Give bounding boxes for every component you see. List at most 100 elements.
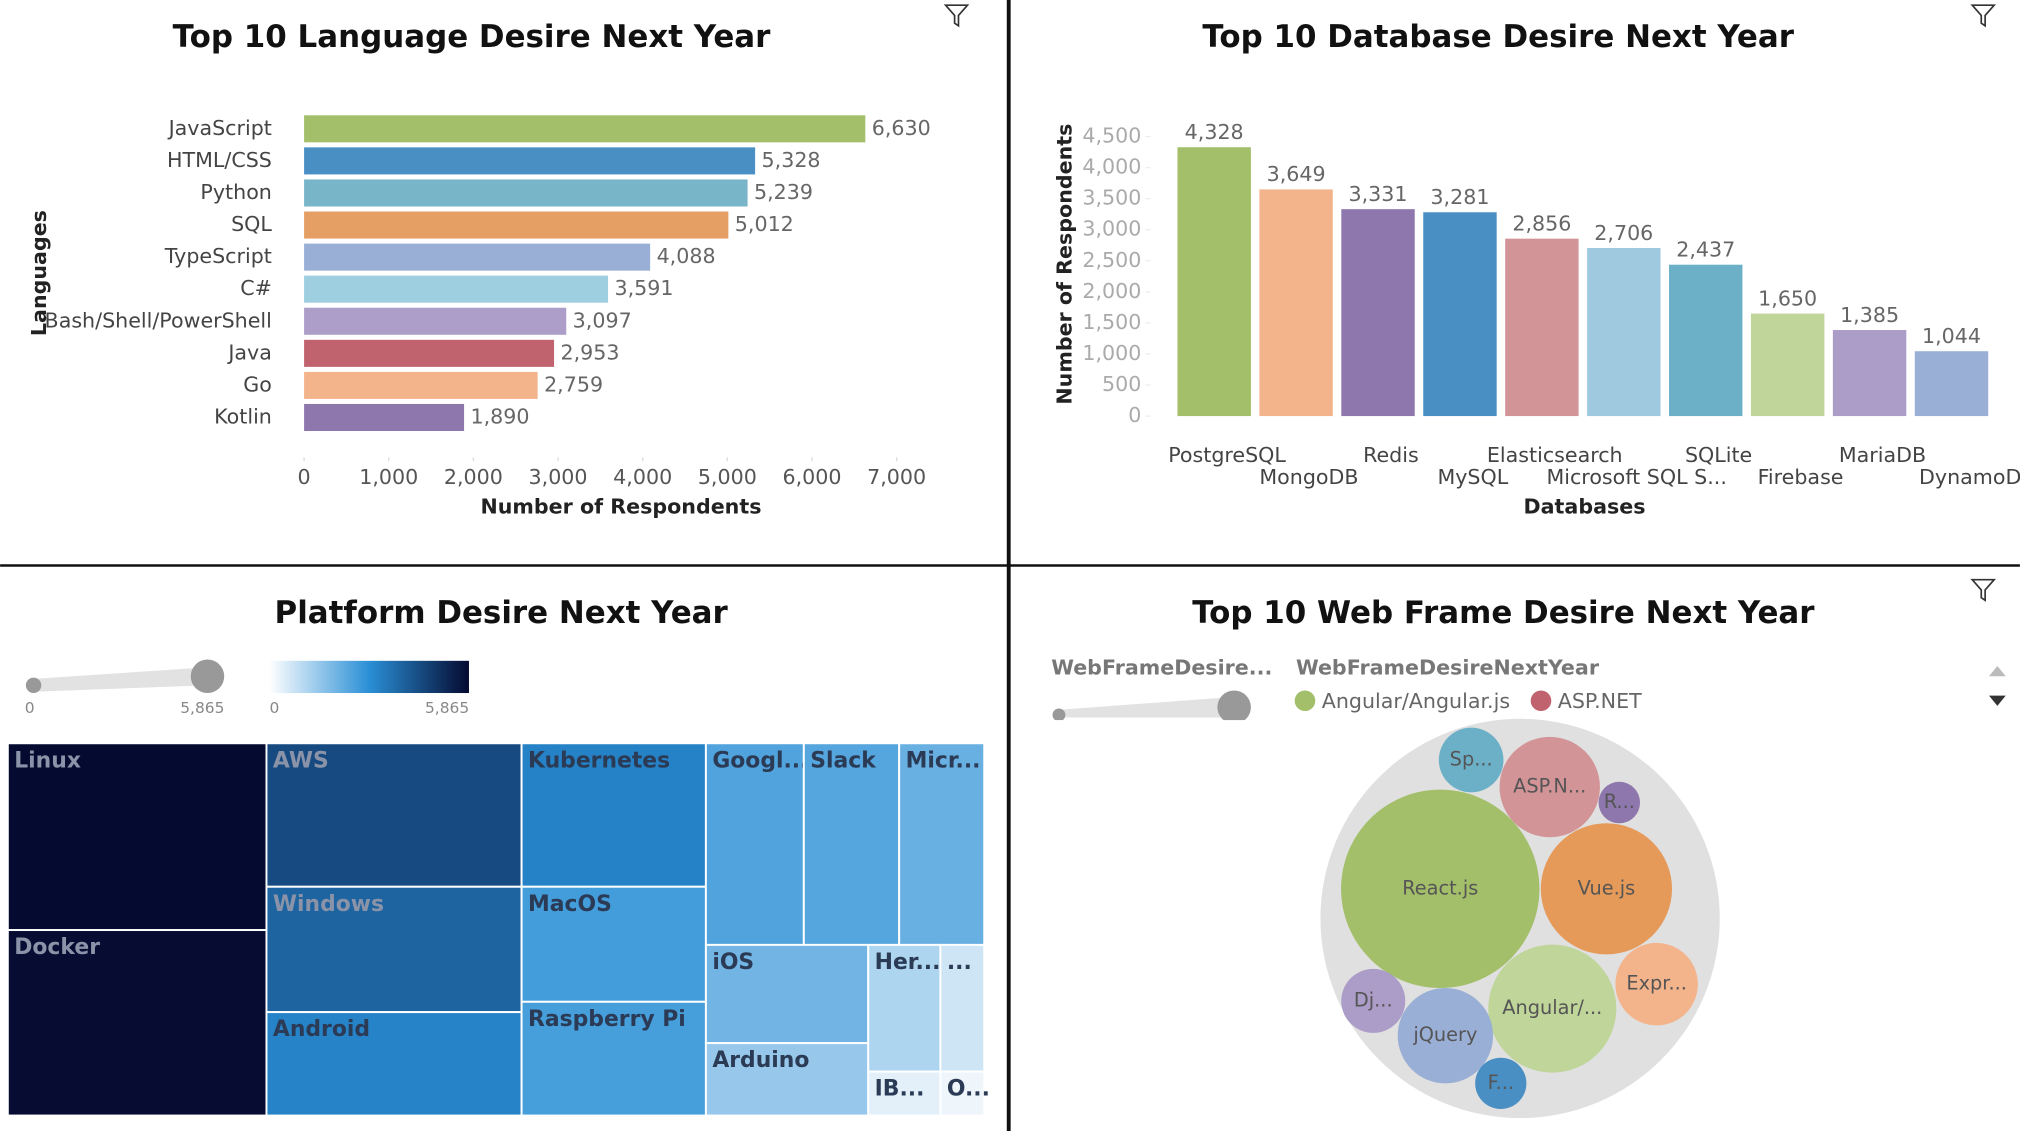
- value-label: 3,097: [573, 308, 632, 332]
- bar: [304, 147, 756, 175]
- treemap-tile: [265, 885, 523, 1014]
- x-tick-label: Redis: [1363, 443, 1419, 467]
- tile-label: iOS: [712, 950, 754, 975]
- value-label: 5,012: [735, 212, 794, 236]
- bar: [1423, 212, 1497, 417]
- bar: [1505, 238, 1579, 417]
- tile-label: AWS: [273, 748, 329, 773]
- size-legend-title: WebFrameDesire...: [1051, 656, 1272, 680]
- size-slider-handle: [190, 659, 225, 694]
- y-tick-label: 3,500: [1082, 186, 1141, 210]
- tile-label: Micr...: [906, 748, 981, 773]
- x-tick-label: 6,000: [782, 465, 841, 489]
- legend-label: Angular/Angular.js: [1322, 689, 1510, 713]
- x-tick-label: SQLite: [1685, 443, 1752, 467]
- color-legend-max: 5,865: [425, 699, 469, 717]
- bar: [1832, 330, 1907, 417]
- y-tick-label: C#: [240, 276, 272, 300]
- x-tick-label: 4,000: [613, 465, 672, 489]
- tile-label: Googl...: [712, 748, 808, 773]
- bubble-label: F...: [1488, 1071, 1514, 1094]
- tile-label: IB...: [875, 1077, 925, 1102]
- filter-icon[interactable]: [943, 4, 970, 28]
- y-axis-label: Languages: [27, 210, 51, 336]
- value-label: 5,239: [754, 180, 813, 204]
- x-tick-label: Microsoft SQL S...: [1546, 465, 1726, 489]
- filter-icons[interactable]: [943, 4, 1996, 602]
- x-axis-label: Databases: [1524, 495, 1646, 519]
- scroll-down[interactable]: [1988, 695, 2006, 706]
- bar: [304, 339, 555, 367]
- tile-label: Her...: [875, 950, 941, 975]
- treemap-tile: [802, 742, 901, 946]
- y-tick-label: Python: [200, 180, 271, 204]
- bar: [304, 371, 538, 399]
- value-label: 2,437: [1676, 238, 1735, 262]
- scroll-arrows[interactable]: [1988, 665, 2006, 706]
- treemap-tile: [265, 1011, 523, 1117]
- bubble-label: Vue.js: [1578, 876, 1636, 899]
- bar: [304, 307, 567, 335]
- treemap-tile: [520, 885, 707, 1003]
- y-tick-label: SQL: [231, 212, 272, 236]
- filter-icon[interactable]: [1970, 4, 1996, 28]
- treemap-tile: [867, 943, 942, 1073]
- tile-label: Slack: [810, 748, 876, 773]
- value-label: 2,759: [544, 372, 603, 396]
- color-legend-bar: [269, 660, 469, 694]
- bar: [1914, 351, 1989, 417]
- x-tick-label: MySQL: [1437, 465, 1508, 489]
- tile-label: Kubernetes: [528, 748, 670, 773]
- treemap-tile: [867, 1070, 942, 1117]
- x-tick-label: DynamoDB: [1919, 465, 2020, 489]
- bubble: [1341, 968, 1406, 1033]
- size-legend-max: 5,865: [180, 699, 224, 717]
- value-label: 2,953: [561, 340, 620, 364]
- slider-mask: [1043, 720, 1263, 746]
- x-tick-label: Firebase: [1758, 465, 1844, 489]
- tile-label: O...: [947, 1077, 990, 1102]
- value-label: 6,630: [872, 116, 931, 140]
- x-tick-label: PostgreSQL: [1168, 443, 1286, 467]
- bar: [304, 275, 609, 303]
- bubble-label: Sp...: [1450, 748, 1493, 771]
- bar: [1669, 264, 1743, 417]
- treemap-tile: [520, 1000, 707, 1117]
- bubble-label: Expr...: [1626, 972, 1686, 995]
- scroll-up[interactable]: [1988, 665, 2006, 677]
- bubble-label: React.js: [1402, 876, 1478, 899]
- treemap-tile: [704, 1042, 870, 1117]
- tile-label: Docker: [14, 935, 100, 960]
- chart-title: Top 10 Language Desire Next Year: [173, 19, 771, 55]
- bubble: [1488, 944, 1617, 1073]
- treemap-tile: [704, 742, 805, 946]
- x-tick-label: 1,000: [359, 465, 418, 489]
- y-tick-label: TypeScript: [164, 244, 272, 268]
- bubble: [1397, 987, 1494, 1084]
- filter-icon[interactable]: [1970, 578, 1996, 602]
- treemap-tile: [939, 1070, 986, 1117]
- legend-swatch: [1294, 690, 1316, 712]
- x-tick-label: 7,000: [867, 465, 926, 489]
- x-axis-label: Number of Respondents: [480, 495, 761, 519]
- tile-label: Raspberry Pi: [528, 1007, 686, 1032]
- value-label: 1,650: [1758, 286, 1817, 310]
- bubble: [1499, 736, 1600, 838]
- y-tick-label: Bash/Shell/PowerShell: [45, 308, 272, 332]
- bar: [1341, 209, 1415, 417]
- bar: [1587, 247, 1661, 417]
- y-tick-label: Java: [226, 340, 272, 364]
- y-tick-label: Kotlin: [214, 404, 272, 428]
- x-tick-label: MongoDB: [1259, 465, 1358, 489]
- bar: [304, 211, 729, 239]
- tile-label: Linux: [14, 748, 81, 773]
- legend-title: WebFrameDesireNextYear: [1296, 656, 1600, 680]
- bubble: [1341, 789, 1540, 989]
- bubble-label: R...: [1604, 790, 1635, 813]
- y-tick-label: HTML/CSS: [167, 148, 272, 172]
- x-tick-label: MariaDB: [1839, 443, 1926, 467]
- value-label: 3,331: [1349, 182, 1408, 206]
- bar: [1750, 313, 1825, 417]
